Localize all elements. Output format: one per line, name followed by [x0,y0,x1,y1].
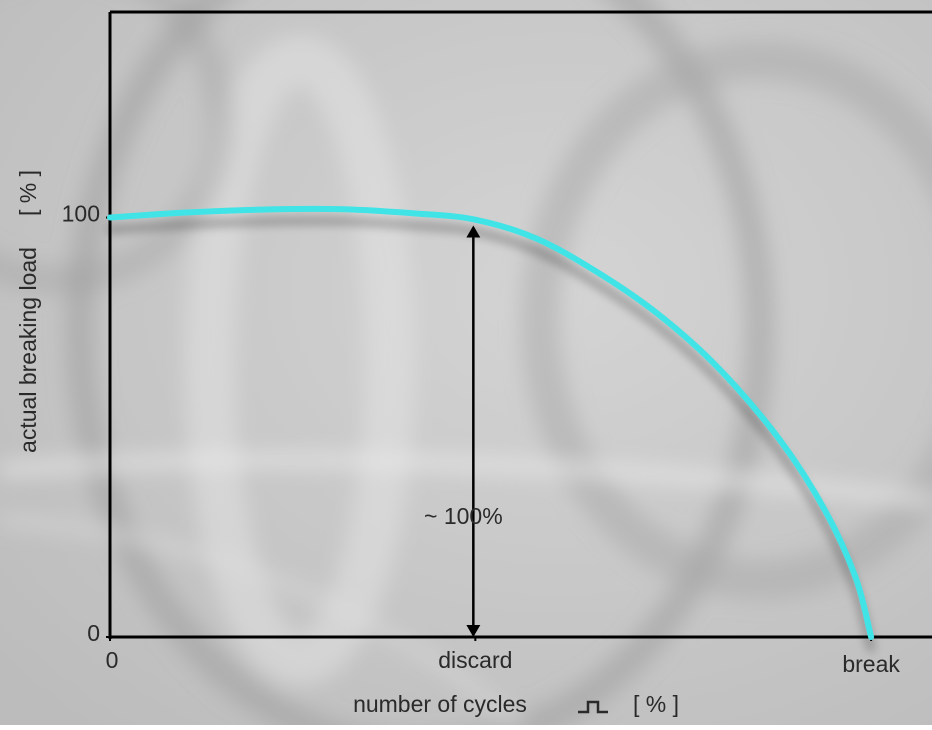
y-tick-label: 0 [87,620,100,646]
x-tick-label: discard [438,647,512,673]
y-axis-unit: [ % ] [15,170,41,216]
y-tick-label: 100 [62,201,100,227]
x-axis-unit: [ % ] [633,691,679,717]
curve [107,205,875,640]
annotation-label: ~ 100% [424,503,503,529]
x-tick-label: break [842,651,900,677]
y-axis-label: actual breaking load [15,247,41,453]
pulse-icon [578,700,608,714]
x-tick-label: 0 [106,647,119,673]
x-axis-label: number of cycles [353,691,527,717]
